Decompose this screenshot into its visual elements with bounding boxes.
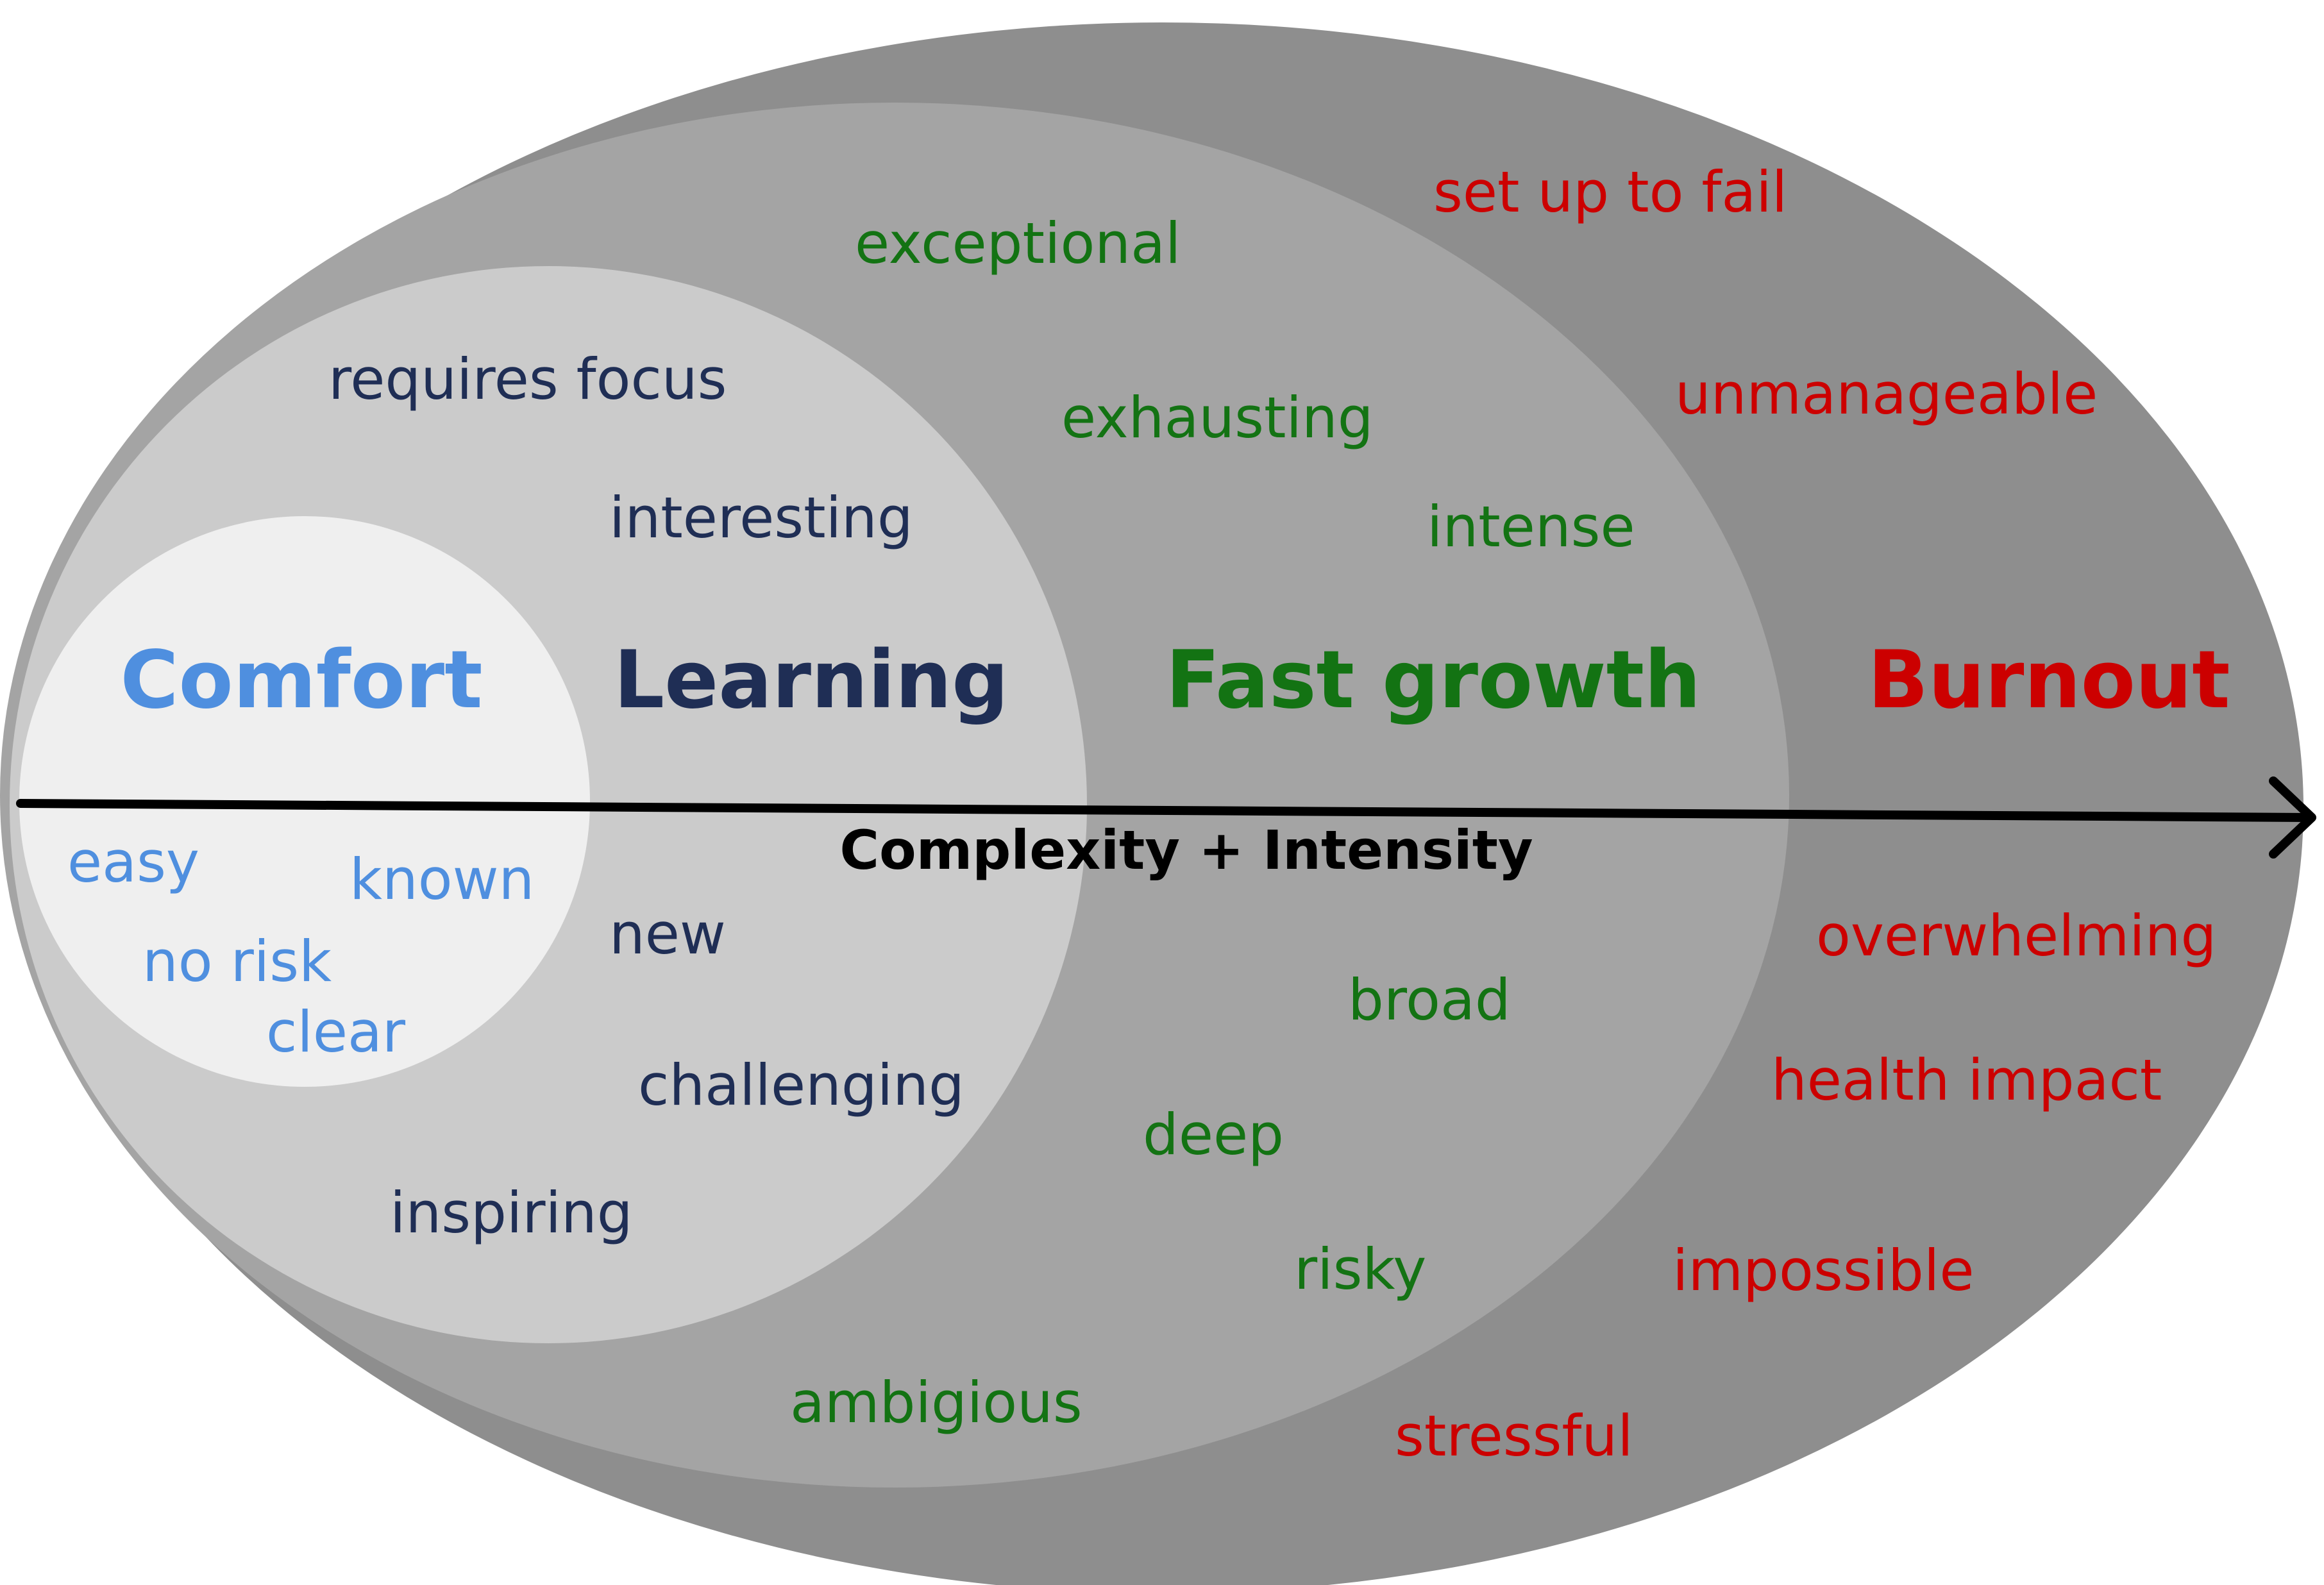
growth-word: exhausting (1061, 385, 1374, 451)
burnout-title: Burnout (1868, 634, 2230, 726)
comfort-word: clear (266, 999, 406, 1065)
burnout-word: stressful (1395, 1403, 1633, 1469)
learning-word: new (609, 901, 726, 967)
growth-word: broad (1348, 967, 1511, 1033)
comfort-word: no risk (142, 928, 332, 994)
burnout-word: health impact (1771, 1047, 2162, 1113)
burnout-word: set up to fail (1433, 159, 1787, 225)
burnout-word: unmanageable (1675, 361, 2098, 427)
fast-growth-title: Fast growth (1166, 634, 1701, 726)
learning-title: Learning (614, 634, 1009, 726)
learning-word: challenging (638, 1052, 964, 1118)
comfort-title: Comfort (121, 634, 483, 726)
learning-word: requires focus (328, 346, 727, 412)
axis-label: Complexity + Intensity (839, 819, 1533, 882)
learning-word: inspiring (390, 1180, 633, 1246)
growth-word: deep (1143, 1102, 1284, 1168)
learning-word: interesting (609, 485, 913, 551)
growth-word: intense (1427, 494, 1635, 560)
arrow-right-icon (2269, 776, 2316, 859)
growth-word: risky (1294, 1236, 1426, 1302)
burnout-word: overwhelming (1816, 903, 2216, 969)
growth-word: exceptional (855, 210, 1181, 276)
growth-word: ambigious (790, 1370, 1082, 1436)
comfort-word: known (349, 846, 534, 912)
comfort-word: easy (67, 829, 199, 895)
axis-line (16, 799, 2313, 822)
burnout-word: impossible (1672, 1237, 1974, 1304)
